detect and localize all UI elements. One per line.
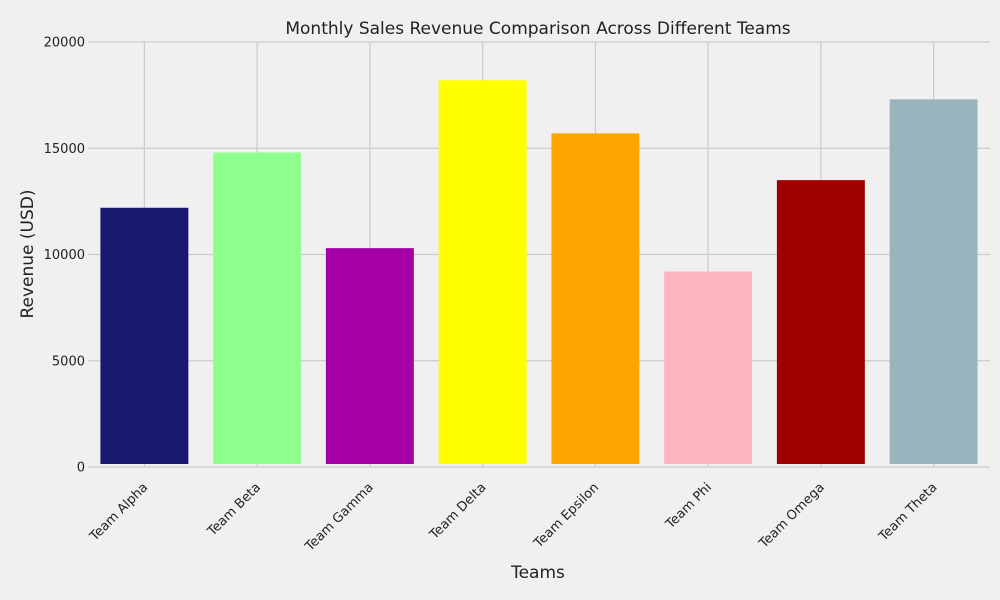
x-tick-label: Team Gamma <box>302 480 377 555</box>
bar-team-alpha <box>100 207 189 464</box>
bar-team-delta <box>438 80 527 464</box>
x-tick-label: Team Delta <box>426 480 489 543</box>
x-tick-label: Team Phi <box>662 480 714 532</box>
bar-team-theta <box>889 99 978 464</box>
y-tick-label: 5000 <box>52 354 85 369</box>
x-tick-label: Team Beta <box>204 480 264 540</box>
x-tick-label: Team Alpha <box>87 480 152 545</box>
x-tick-label: Team Epsilon <box>531 480 603 552</box>
y-tick-label: 0 <box>77 461 85 476</box>
bar-team-beta <box>213 152 302 464</box>
x-tick-label: Team Theta <box>876 480 941 545</box>
x-tick-label: Team Omega <box>756 480 828 552</box>
y-tick-labels: 0 5000 10000 15000 20000 <box>44 36 85 476</box>
bars <box>100 80 978 464</box>
y-axis-label: Revenue (USD) <box>18 189 38 318</box>
y-tick-label: 15000 <box>44 142 85 157</box>
x-axis-label: Teams <box>510 563 565 583</box>
y-tick-label: 20000 <box>44 36 85 51</box>
chart-title: Monthly Sales Revenue Comparison Across … <box>285 19 790 39</box>
bar-team-gamma <box>325 248 414 464</box>
x-tick-labels: Team Alpha Team Beta Team Gamma Team Delta T… <box>87 480 941 555</box>
y-tick-label: 10000 <box>44 248 85 263</box>
bar-team-phi <box>664 271 753 464</box>
bar-team-omega <box>776 180 865 464</box>
bar-team-epsilon <box>551 133 640 464</box>
